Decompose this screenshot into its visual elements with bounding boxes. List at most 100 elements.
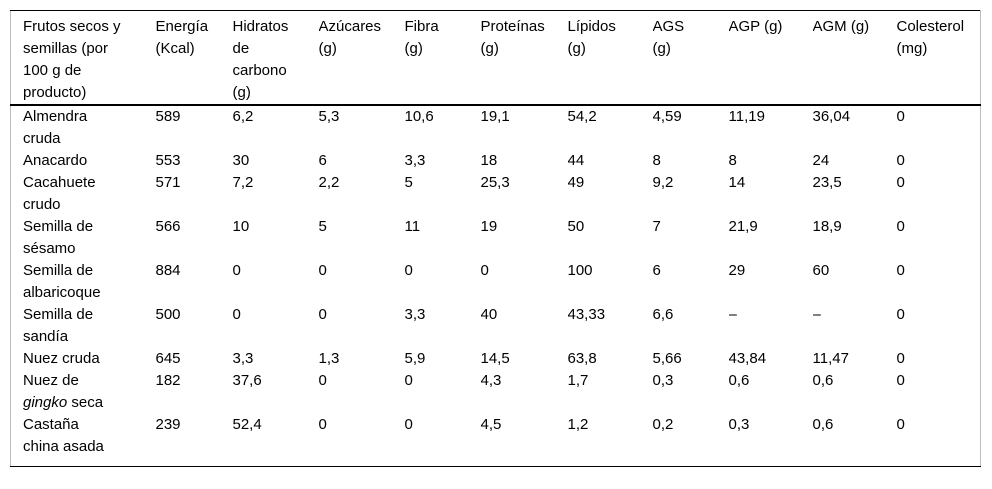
table-cell: 239 (155, 416, 181, 433)
row-name-segment: Anacardo (23, 152, 88, 169)
row-name-segment: Almendra cruda (23, 108, 88, 147)
table-cell: 43,33 (567, 306, 606, 323)
table-cell: 3,3 (232, 350, 254, 367)
table-cell: 25,3 (480, 174, 510, 191)
table-cell: 0 (318, 372, 327, 389)
column-header: Azúcares (g) (318, 10, 405, 106)
table-cell: 36,04 (812, 108, 851, 125)
table-cell: 10 (232, 218, 250, 235)
table-row: Semilla de albaricoque 884 0 0 0 0 100 6 29 60 0 (11, 260, 981, 304)
table-cell: 14,5 (480, 350, 510, 367)
row-name: Almendra cruda (11, 105, 156, 150)
table-row: Semilla de sandía 500 0 0 3,3 40 43,33 6,6 – – 0 (11, 304, 981, 348)
table-cell: 11,47 (812, 350, 849, 367)
table-cell: 0 (896, 350, 905, 367)
table-body: Almendra cruda 589 6,2 5,3 10,6 19,1 54,2 4,59 1… (11, 105, 981, 467)
table-cell: 884 (155, 262, 181, 279)
row-name-segment: Semilla de sandía (23, 306, 94, 345)
row-name: Anacardo (11, 150, 156, 172)
table-cell: 0 (896, 108, 905, 125)
table-cell: 8 (652, 152, 661, 169)
table-cell: 2,2 (318, 174, 340, 191)
document-page: Frutos secos y semillas (por 100 g de pr… (0, 10, 992, 489)
table-cell: 11 (404, 218, 421, 235)
row-name-segment: Semilla de albaricoque (23, 262, 101, 301)
table-row: Cacahuete crudo 571 7,2 2,2 5 25,3 49 9,2 14 23,5… (11, 172, 981, 216)
table-cell: 5,3 (318, 108, 340, 125)
column-header: AGM (g) (812, 10, 897, 106)
table-cell: 0,6 (812, 372, 834, 389)
table-cell: 589 (155, 108, 181, 125)
table-row: Castaña china asada 239 52,4 0 0 4,5 1,2 0,2 0,3… (11, 414, 981, 467)
table-cell: 5 (404, 174, 413, 191)
table-header: Frutos secos y semillas (por 100 g de pr… (10, 10, 981, 106)
table-cell: 1,7 (567, 372, 589, 389)
table-cell: 645 (155, 350, 181, 367)
table-cell: 566 (155, 218, 181, 235)
table-cell: 60 (812, 262, 830, 279)
table-cell: 0,6 (728, 372, 750, 389)
table-cell: 0 (318, 262, 327, 279)
column-header: Energía (Kcal) (155, 10, 233, 106)
table-cell: – (812, 306, 821, 323)
table-row: Nuez de gingko seca 182 37,6 0 0 4,3 1,7 0,3 0,6… (11, 370, 981, 414)
table-cell: 19,1 (480, 108, 510, 125)
table-cell: 44 (567, 152, 585, 169)
table-cell: 0 (318, 416, 327, 433)
table-row: Anacardo 553 30 6 3,3 18 44 8 8 24 0 (11, 150, 981, 172)
table-cell: 37,6 (232, 372, 262, 389)
table-cell: 8 (728, 152, 737, 169)
column-header: Fibra (g) (404, 10, 481, 106)
row-name-segment: Nuez cruda (23, 350, 100, 367)
table-cell: 0,3 (728, 416, 750, 433)
column-header-food: Frutos secos y semillas (por 100 g de pr… (10, 10, 156, 106)
table-cell: 1,3 (318, 350, 340, 367)
table-cell: 0 (896, 372, 905, 389)
table-cell: 0 (896, 416, 905, 433)
table-cell: 4,3 (480, 372, 502, 389)
row-name: Nuez cruda (11, 348, 156, 370)
table-cell: 0 (404, 416, 413, 433)
table-row: Semilla de sésamo 566 10 5 11 19 50 7 21,9 18,9 0 (11, 216, 981, 260)
column-header: Lípidos (g) (567, 10, 653, 106)
table-cell: 40 (480, 306, 498, 323)
row-name: Castaña china asada (11, 414, 156, 467)
row-name-segment: seca (67, 394, 104, 411)
table-cell: 100 (567, 262, 593, 279)
table-cell: 0 (896, 218, 905, 235)
table-cell: 18,9 (812, 218, 842, 235)
table-cell: 5,9 (404, 350, 426, 367)
row-name-segment: Cacahuete crudo (23, 174, 96, 213)
row-name-segment: Nuez de (23, 372, 79, 389)
table-cell: 30 (232, 152, 250, 169)
table-cell: 553 (155, 152, 181, 169)
table-cell: 5 (318, 218, 327, 235)
table-cell: 43,84 (728, 350, 767, 367)
table-cell: 4,5 (480, 416, 502, 433)
column-header: Colesterol (mg) (896, 10, 981, 106)
table-cell: 0,2 (652, 416, 674, 433)
table-cell: 23,5 (812, 174, 842, 191)
table-cell: 4,59 (652, 108, 682, 125)
table-cell: 0 (896, 174, 905, 191)
table-cell: 9,2 (652, 174, 674, 191)
row-name: Semilla de sandía (11, 304, 156, 348)
table-cell: 29 (728, 262, 746, 279)
table-cell: 0,6 (812, 416, 834, 433)
column-header: Hidratos de carbono (g) (232, 10, 319, 106)
table-cell: 21,9 (728, 218, 758, 235)
column-header: Proteínas (g) (480, 10, 568, 106)
row-name: Semilla de sésamo (11, 216, 156, 260)
table-cell: 7,2 (232, 174, 254, 191)
table-row: Nuez cruda 645 3,3 1,3 5,9 14,5 63,8 5,66 43,84 1… (11, 348, 981, 370)
table-cell: 0 (480, 262, 489, 279)
nutrition-table: Frutos secos y semillas (por 100 g de pr… (10, 10, 981, 467)
table-cell: 500 (155, 306, 181, 323)
table-cell: 6 (318, 152, 327, 169)
table-cell: 14 (728, 174, 746, 191)
row-name: Semilla de albaricoque (11, 260, 156, 304)
table-cell: 1,2 (567, 416, 589, 433)
table-cell: 6,2 (232, 108, 254, 125)
column-header: AGS (g) (652, 10, 729, 106)
table-cell: 49 (567, 174, 585, 191)
